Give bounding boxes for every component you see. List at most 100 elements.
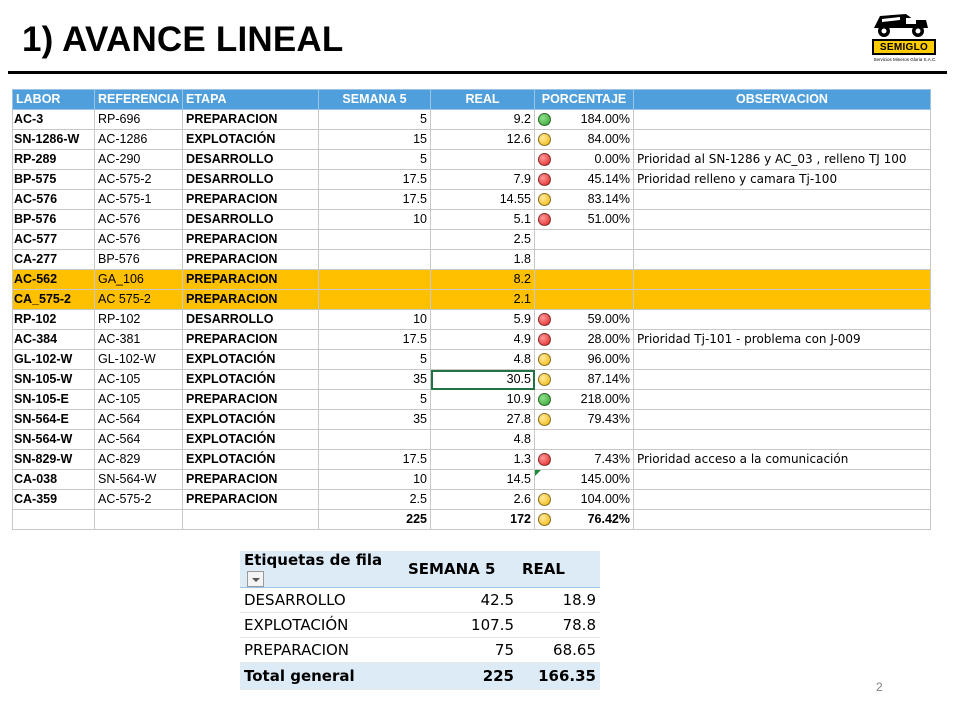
pivot-row[interactable]: EXPLOTACIÓN 107.5 78.8 — [240, 612, 600, 638]
cell-real[interactable]: 7.9 — [430, 169, 535, 190]
cell-real[interactable]: 2.5 — [430, 229, 535, 250]
cell-observacion[interactable] — [633, 509, 931, 530]
cell-real[interactable]: 8.2 — [430, 269, 535, 290]
cell-semana-5[interactable] — [318, 229, 431, 250]
cell-etapa[interactable]: DESARROLLO — [182, 309, 319, 330]
pivot-row[interactable]: PREPARACION 75 68.65 — [240, 637, 600, 663]
cell-real[interactable]: 30.5 — [430, 369, 535, 390]
cell-semana-5[interactable]: 35 — [318, 369, 431, 390]
cell-etapa[interactable]: PREPARACION — [182, 249, 319, 270]
cell-referencia[interactable]: RP-102 — [94, 309, 183, 330]
cell-semana-5[interactable]: 5 — [318, 349, 431, 370]
cell-semana-5[interactable]: 10 — [318, 209, 431, 230]
cell-observacion[interactable] — [633, 369, 931, 390]
cell-labor[interactable]: AC-576 — [12, 189, 95, 210]
cell-real[interactable]: 5.9 — [430, 309, 535, 330]
cell-etapa[interactable]: PREPARACION — [182, 269, 319, 290]
cell-labor[interactable]: AC-562 — [12, 269, 95, 290]
cell-labor[interactable]: SN-105-E — [12, 389, 95, 410]
cell-semana-5[interactable] — [318, 269, 431, 290]
cell-real[interactable]: 9.2 — [430, 109, 535, 130]
cell-etapa[interactable]: PREPARACION — [182, 469, 319, 490]
cell-semana-5[interactable]: 10 — [318, 469, 431, 490]
cell-referencia[interactable]: AC-575-2 — [94, 169, 183, 190]
cell-real[interactable] — [430, 149, 535, 170]
cell-etapa[interactable]: DESARROLLO — [182, 209, 319, 230]
cell-etapa[interactable]: EXPLOTACIÓN — [182, 349, 319, 370]
cell-porcentaje[interactable]: 45.14% — [534, 169, 634, 190]
cell-porcentaje[interactable]: 104.00% — [534, 489, 634, 510]
cell-semana-5[interactable] — [318, 289, 431, 310]
cell-semana-5[interactable] — [318, 249, 431, 270]
cell-labor[interactable]: RP-102 — [12, 309, 95, 330]
total-semana-5[interactable]: 225 — [318, 509, 431, 530]
cell-labor[interactable]: BP-576 — [12, 209, 95, 230]
cell-porcentaje[interactable]: 28.00% — [534, 329, 634, 350]
cell-referencia[interactable]: AC-576 — [94, 229, 183, 250]
filter-dropdown-icon[interactable] — [247, 570, 264, 587]
cell-semana-5[interactable]: 5 — [318, 149, 431, 170]
cell-etapa[interactable]: PREPARACION — [182, 189, 319, 210]
cell-referencia[interactable]: AC-290 — [94, 149, 183, 170]
cell-referencia[interactable]: BP-576 — [94, 249, 183, 270]
cell-labor[interactable]: CA-277 — [12, 249, 95, 270]
cell-semana-5[interactable]: 17.5 — [318, 329, 431, 350]
cell-real[interactable]: 4.8 — [430, 429, 535, 450]
cell-labor[interactable]: SN-564-W — [12, 429, 95, 450]
cell-labor[interactable] — [12, 509, 95, 530]
cell-referencia[interactable]: GL-102-W — [94, 349, 183, 370]
cell-real[interactable]: 2.6 — [430, 489, 535, 510]
cell-real[interactable]: 27.8 — [430, 409, 535, 430]
cell-labor[interactable]: RP-289 — [12, 149, 95, 170]
cell-referencia[interactable]: AC-564 — [94, 409, 183, 430]
cell-labor[interactable]: AC-384 — [12, 329, 95, 350]
cell-etapa[interactable]: EXPLOTACIÓN — [182, 429, 319, 450]
cell-labor[interactable]: AC-3 — [12, 109, 95, 130]
cell-real[interactable]: 14.5 — [430, 469, 535, 490]
cell-referencia[interactable]: AC-1286 — [94, 129, 183, 150]
cell-observacion[interactable] — [633, 249, 931, 270]
cell-semana-5[interactable]: 15 — [318, 129, 431, 150]
cell-semana-5[interactable]: 5 — [318, 109, 431, 130]
cell-semana-5[interactable]: 17.5 — [318, 169, 431, 190]
cell-real[interactable]: 10.9 — [430, 389, 535, 410]
cell-observacion[interactable] — [633, 129, 931, 150]
col-header-real[interactable]: REAL — [430, 89, 535, 110]
cell-etapa[interactable]: PREPARACION — [182, 229, 319, 250]
total-real[interactable]: 172 — [430, 509, 535, 530]
cell-labor[interactable]: SN-564-E — [12, 409, 95, 430]
cell-porcentaje[interactable]: 145.00% — [534, 469, 634, 490]
cell-semana-5[interactable]: 10 — [318, 309, 431, 330]
cell-etapa[interactable]: PREPARACION — [182, 109, 319, 130]
cell-labor[interactable]: GL-102-W — [12, 349, 95, 370]
cell-referencia[interactable]: GA_106 — [94, 269, 183, 290]
cell-observacion[interactable] — [633, 269, 931, 290]
col-header-referencia[interactable]: REFERENCIA — [94, 89, 183, 110]
cell-observacion[interactable] — [633, 409, 931, 430]
cell-referencia[interactable]: SN-564-W — [94, 469, 183, 490]
cell-porcentaje[interactable]: 79.43% — [534, 409, 634, 430]
cell-labor[interactable]: CA-359 — [12, 489, 95, 510]
cell-porcentaje[interactable]: 84.00% — [534, 129, 634, 150]
cell-etapa[interactable]: EXPLOTACIÓN — [182, 129, 319, 150]
col-header-porcentaje[interactable]: PORCENTAJE — [534, 89, 634, 110]
cell-observacion[interactable] — [633, 289, 931, 310]
cell-real[interactable]: 4.8 — [430, 349, 535, 370]
cell-porcentaje[interactable] — [534, 289, 634, 310]
cell-observacion[interactable] — [633, 489, 931, 510]
cell-etapa[interactable] — [182, 509, 319, 530]
cell-porcentaje[interactable]: 83.14% — [534, 189, 634, 210]
col-header-labor[interactable]: LABOR — [12, 89, 95, 110]
cell-referencia[interactable]: AC-575-2 — [94, 489, 183, 510]
cell-observacion[interactable]: Prioridad Tj-101 - problema con J-009 — [633, 329, 931, 350]
cell-referencia[interactable]: AC-575-1 — [94, 189, 183, 210]
cell-semana-5[interactable]: 17.5 — [318, 189, 431, 210]
cell-porcentaje[interactable] — [534, 429, 634, 450]
cell-referencia[interactable]: AC-105 — [94, 369, 183, 390]
cell-observacion[interactable] — [633, 309, 931, 330]
cell-etapa[interactable]: PREPARACION — [182, 289, 319, 310]
cell-referencia[interactable]: AC-829 — [94, 449, 183, 470]
cell-referencia[interactable]: AC-105 — [94, 389, 183, 410]
cell-observacion[interactable] — [633, 429, 931, 450]
cell-semana-5[interactable]: 5 — [318, 389, 431, 410]
